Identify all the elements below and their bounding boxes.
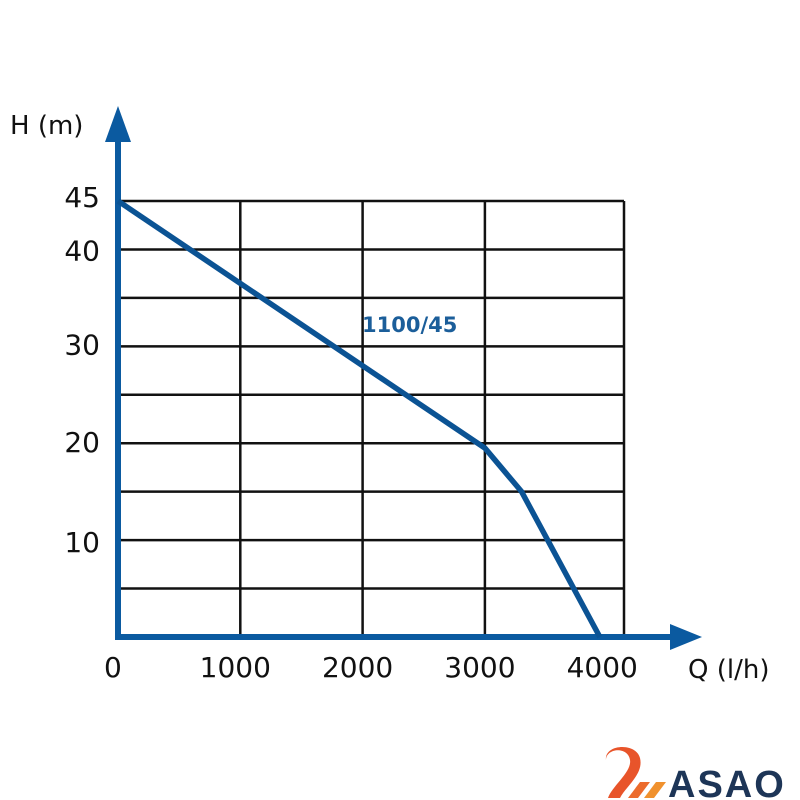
- x-tick-label: 4000: [567, 651, 638, 684]
- tick-labels: 0 1000 2000 3000 4000 10 20 30 40 45: [64, 181, 637, 684]
- y-tick-label: 20: [64, 426, 100, 459]
- y-tick-label: 45: [64, 181, 100, 214]
- logo-text: ASAO: [668, 764, 786, 800]
- x-tick-label: 3000: [444, 651, 515, 684]
- series-label: 1100/45: [362, 313, 457, 337]
- x-tick-label: 2000: [322, 651, 393, 684]
- series: 1100/45: [116, 198, 603, 639]
- x-axis-label: Q (l/h): [688, 655, 769, 685]
- logo-stripe-1: [628, 782, 650, 798]
- x-tick-label: 1000: [200, 651, 271, 684]
- x-axis-arrow: [670, 624, 702, 650]
- asao-logo: ASAO: [605, 746, 786, 800]
- y-tick-label: 30: [64, 328, 100, 361]
- logo-stripe-2: [644, 782, 666, 798]
- x-tick-label: 0: [104, 651, 122, 684]
- y-tick-label: 10: [64, 526, 100, 559]
- grid: [118, 199, 626, 637]
- axes: [105, 106, 702, 650]
- series-line: [116, 198, 603, 639]
- logo-swan-mark: [605, 746, 641, 798]
- y-tick-label: 40: [64, 234, 100, 267]
- y-axis-label: H (m): [10, 111, 83, 141]
- y-axis-arrow: [105, 106, 131, 142]
